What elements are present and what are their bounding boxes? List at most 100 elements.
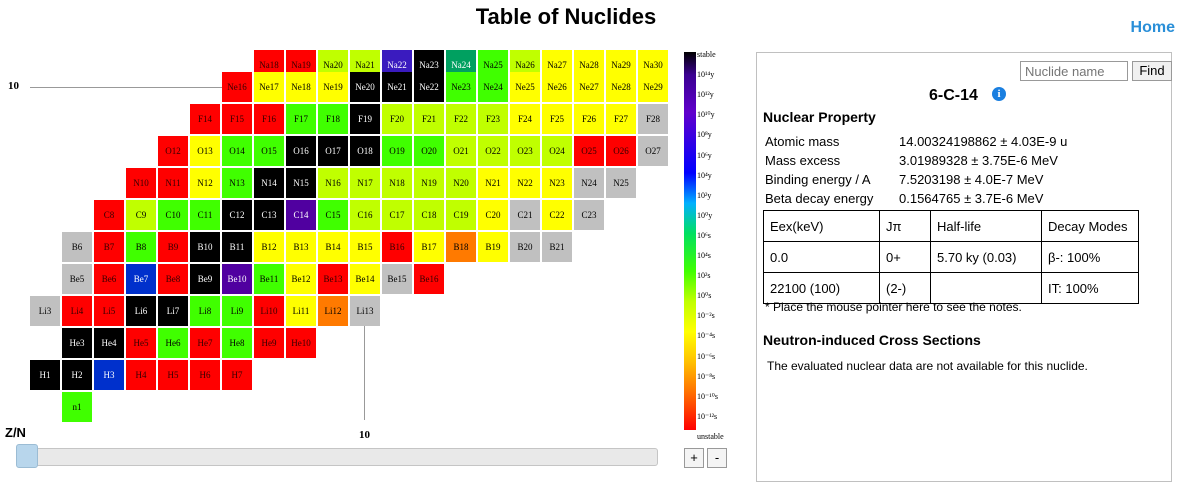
nuclide-cell[interactable]: C23 bbox=[574, 200, 604, 230]
nuclide-cell[interactable]: Li12 bbox=[318, 296, 348, 326]
nuclide-cell[interactable]: O19 bbox=[382, 136, 412, 166]
nuclide-cell[interactable]: Be15 bbox=[382, 264, 412, 294]
nuclide-cell[interactable]: Li8 bbox=[190, 296, 220, 326]
nuclide-cell[interactable]: Li7 bbox=[158, 296, 188, 326]
nuclide-cell[interactable]: F14 bbox=[190, 104, 220, 134]
nuclide-cell[interactable]: F16 bbox=[254, 104, 284, 134]
nuclide-cell[interactable]: B10 bbox=[190, 232, 220, 262]
nuclide-cell[interactable]: O20 bbox=[414, 136, 444, 166]
nuclide-cell[interactable]: B21 bbox=[542, 232, 572, 262]
nuclide-cell[interactable]: C19 bbox=[446, 200, 476, 230]
nuclide-cell[interactable]: N17 bbox=[350, 168, 380, 198]
nuclide-cell[interactable]: H3 bbox=[94, 360, 124, 390]
nuclide-cell[interactable]: N16 bbox=[318, 168, 348, 198]
nuclide-cell[interactable]: N25 bbox=[606, 168, 636, 198]
nuclide-cell[interactable]: B20 bbox=[510, 232, 540, 262]
nuclide-cell[interactable]: N22 bbox=[510, 168, 540, 198]
nuclide-cell[interactable]: H4 bbox=[126, 360, 156, 390]
nuclide-cell[interactable]: F18 bbox=[318, 104, 348, 134]
nuclide-cell[interactable]: He3 bbox=[62, 328, 92, 358]
nuclide-cell[interactable]: C14 bbox=[286, 200, 316, 230]
nuclide-cell[interactable]: He10 bbox=[286, 328, 316, 358]
nuclide-cell[interactable]: O14 bbox=[222, 136, 252, 166]
nuclide-cell[interactable]: Ne18 bbox=[286, 72, 316, 102]
nuclide-cell[interactable]: He6 bbox=[158, 328, 188, 358]
nuclide-cell[interactable]: Be16 bbox=[414, 264, 444, 294]
nuclide-cell[interactable]: B11 bbox=[222, 232, 252, 262]
nuclide-cell[interactable]: C9 bbox=[126, 200, 156, 230]
nuclide-cell[interactable]: O16 bbox=[286, 136, 316, 166]
nuclide-cell[interactable]: H1 bbox=[30, 360, 60, 390]
nuclide-cell[interactable]: B9 bbox=[158, 232, 188, 262]
nuclide-cell[interactable]: C18 bbox=[414, 200, 444, 230]
nuclide-chart[interactable]: 10 Na18 Na19 Na20 Na21 Na22 Na23 Na24 Na25 Na26 N… bbox=[0, 50, 680, 448]
nuclide-cell[interactable]: He9 bbox=[254, 328, 284, 358]
nuclide-cell[interactable]: B12 bbox=[254, 232, 284, 262]
nuclide-cell[interactable]: Li11 bbox=[286, 296, 316, 326]
nuclide-cell[interactable]: N13 bbox=[222, 168, 252, 198]
nuclide-cell[interactable]: H2 bbox=[62, 360, 92, 390]
nuclide-cell[interactable]: Be9 bbox=[190, 264, 220, 294]
nuclide-cell[interactable]: Li3 bbox=[30, 296, 60, 326]
nuclide-cell[interactable]: Li5 bbox=[94, 296, 124, 326]
nuclide-cell[interactable]: H6 bbox=[190, 360, 220, 390]
nuclide-cell[interactable]: Be14 bbox=[350, 264, 380, 294]
notes-hint[interactable]: * Place the mouse pointer here to see th… bbox=[765, 300, 1022, 314]
nuclide-cell[interactable]: F17 bbox=[286, 104, 316, 134]
nuclide-cell[interactable]: C16 bbox=[350, 200, 380, 230]
nuclide-cell[interactable]: F23 bbox=[478, 104, 508, 134]
nuclide-cell[interactable]: Be11 bbox=[254, 264, 284, 294]
nuclide-cell[interactable]: Li4 bbox=[62, 296, 92, 326]
nuclide-cell[interactable]: N14 bbox=[254, 168, 284, 198]
nuclide-cell[interactable]: Ne28 bbox=[606, 72, 636, 102]
nuclide-cell[interactable]: n1 bbox=[62, 392, 92, 422]
nuclide-cell[interactable]: C12 bbox=[222, 200, 252, 230]
nuclide-cell[interactable]: N10 bbox=[126, 168, 156, 198]
nuclide-cell[interactable]: Ne20 bbox=[350, 72, 380, 102]
home-link[interactable]: Home bbox=[1130, 19, 1175, 36]
nuclide-cell[interactable]: B13 bbox=[286, 232, 316, 262]
nuclide-cell[interactable]: Ne23 bbox=[446, 72, 476, 102]
nuclide-cell[interactable]: N15 bbox=[286, 168, 316, 198]
nuclide-cell[interactable]: Ne27 bbox=[574, 72, 604, 102]
nuclide-cell[interactable]: Be8 bbox=[158, 264, 188, 294]
nuclide-cell[interactable]: N20 bbox=[446, 168, 476, 198]
nuclide-cell[interactable]: B19 bbox=[478, 232, 508, 262]
nuclide-cell[interactable]: N23 bbox=[542, 168, 572, 198]
nuclide-cell[interactable]: O23 bbox=[510, 136, 540, 166]
nuclide-cell[interactable]: Ne29 bbox=[638, 72, 668, 102]
nuclide-cell[interactable]: O15 bbox=[254, 136, 284, 166]
nuclide-cell[interactable]: O26 bbox=[606, 136, 636, 166]
nuclide-cell[interactable]: Be13 bbox=[318, 264, 348, 294]
nuclide-cell[interactable]: O18 bbox=[350, 136, 380, 166]
nuclide-cell[interactable]: Ne17 bbox=[254, 72, 284, 102]
nuclide-cell[interactable]: C20 bbox=[478, 200, 508, 230]
nuclide-cell[interactable]: N11 bbox=[158, 168, 188, 198]
nuclide-cell[interactable]: C10 bbox=[158, 200, 188, 230]
nuclide-cell[interactable]: C13 bbox=[254, 200, 284, 230]
nuclide-cell[interactable]: F20 bbox=[382, 104, 412, 134]
nuclide-cell[interactable]: He8 bbox=[222, 328, 252, 358]
nuclide-cell[interactable]: B17 bbox=[414, 232, 444, 262]
nuclide-cell[interactable]: F25 bbox=[542, 104, 572, 134]
find-button[interactable]: Find bbox=[1132, 61, 1172, 81]
zoom-slider-handle[interactable] bbox=[16, 444, 38, 468]
nuclide-cell[interactable]: F19 bbox=[350, 104, 380, 134]
nuclide-cell[interactable]: Ne26 bbox=[542, 72, 572, 102]
nuclide-cell[interactable]: N19 bbox=[414, 168, 444, 198]
nuclide-cell[interactable]: B16 bbox=[382, 232, 412, 262]
nuclide-cell[interactable]: O24 bbox=[542, 136, 572, 166]
nuclide-cell[interactable]: F21 bbox=[414, 104, 444, 134]
nuclide-cell[interactable]: Ne22 bbox=[414, 72, 444, 102]
nuclide-cell[interactable]: C8 bbox=[94, 200, 124, 230]
nuclide-cell[interactable]: C17 bbox=[382, 200, 412, 230]
nuclide-cell[interactable]: Li9 bbox=[222, 296, 252, 326]
nuclide-cell[interactable]: O27 bbox=[638, 136, 668, 166]
zoom-in-button[interactable]: + bbox=[684, 448, 704, 468]
nuclide-cell[interactable]: F28 bbox=[638, 104, 668, 134]
nuclide-cell[interactable]: Ne25 bbox=[510, 72, 540, 102]
nuclide-cell[interactable]: H7 bbox=[222, 360, 252, 390]
nuclide-cell[interactable]: C11 bbox=[190, 200, 220, 230]
nuclide-cell[interactable]: Be12 bbox=[286, 264, 316, 294]
nuclide-cell[interactable]: N12 bbox=[190, 168, 220, 198]
